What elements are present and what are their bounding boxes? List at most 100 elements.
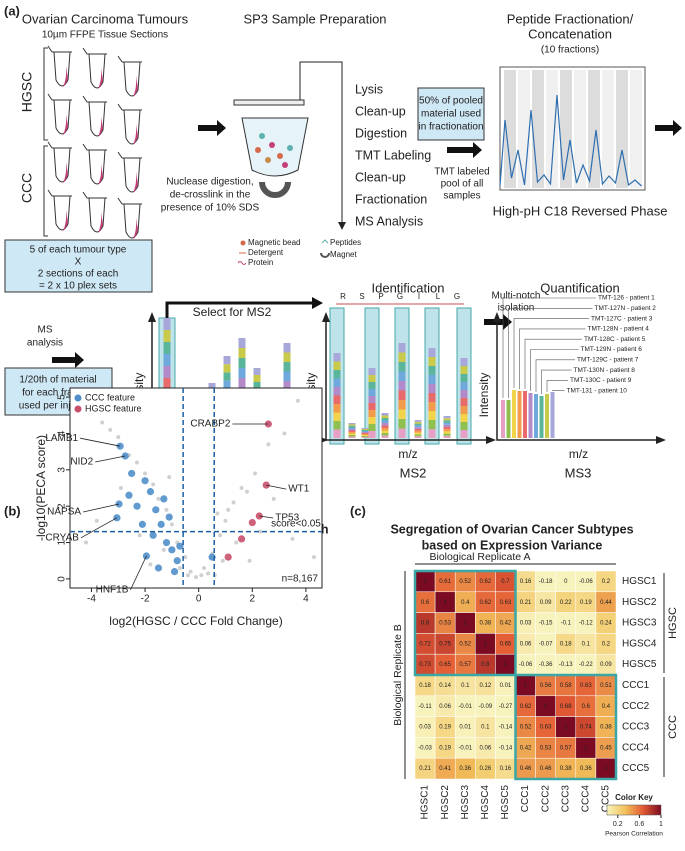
label: MS Analysis	[355, 214, 423, 228]
point	[137, 533, 142, 538]
peak-segment	[238, 368, 246, 378]
point	[215, 511, 220, 516]
legend-marker	[74, 394, 82, 402]
label: = 2 x 10 plex sets	[39, 281, 117, 292]
cell-value: 0.09	[540, 600, 552, 606]
label: (10 fractions)	[541, 45, 599, 56]
peak-segment	[361, 432, 369, 433]
peak-segment	[333, 353, 341, 362]
peak-segment	[361, 434, 369, 435]
peak-segment	[443, 416, 451, 419]
label: Pearson Correlation	[605, 831, 663, 838]
point	[118, 486, 123, 490]
leader	[95, 455, 126, 463]
reporter-ion	[501, 400, 505, 438]
row-label: HGSC4	[622, 638, 657, 649]
cell-value: 0.01	[459, 725, 471, 731]
cell-value: 0.53	[540, 745, 552, 751]
label: L	[436, 292, 441, 301]
cell-value: 1	[443, 600, 447, 606]
cell-value: 0.21	[520, 600, 532, 606]
peak-segment	[348, 423, 356, 425]
particle	[259, 133, 265, 139]
label: MS3	[565, 465, 592, 480]
label: MS2	[400, 465, 427, 480]
peak-segment	[460, 430, 468, 438]
point	[100, 420, 105, 425]
peak-segment	[443, 418, 451, 421]
label: 1/20th of material	[19, 375, 96, 386]
point	[258, 529, 263, 534]
flow-arrow	[299, 61, 343, 226]
cell-value: 1	[564, 725, 568, 731]
peak-segment	[443, 433, 451, 436]
x-axis-label: Biological Replicate A	[430, 551, 531, 563]
peak-segment	[414, 423, 422, 426]
peak-segment	[443, 435, 451, 438]
label: TMT-131 - patient 10	[567, 387, 628, 394]
leader	[541, 369, 572, 394]
peak-segment	[333, 404, 341, 413]
group-label: HGSC	[667, 607, 679, 639]
peak-segment	[163, 342, 171, 354]
cell-value: -0.03	[418, 745, 432, 751]
tube-cap	[117, 197, 142, 205]
point	[239, 486, 244, 490]
point	[164, 507, 169, 512]
cell-value: 0.2	[602, 579, 611, 585]
peak-segment	[348, 435, 356, 437]
label: R	[340, 292, 346, 301]
chart-title: Segregation of Ovarian Cancer Subtypes	[390, 522, 633, 536]
peak-segment	[443, 429, 451, 432]
lid	[233, 99, 305, 106]
tube-cap	[82, 143, 107, 151]
particle	[255, 147, 261, 153]
cell-value: -0.09	[479, 704, 493, 710]
tube-cap	[47, 45, 72, 53]
tube	[88, 149, 106, 185]
axis-label: m/z	[398, 447, 417, 461]
peak-segment	[414, 430, 422, 433]
x-tick-label: -4	[87, 594, 96, 605]
peak-segment	[361, 437, 369, 438]
particle	[265, 157, 271, 163]
cell-value: 0.8	[481, 662, 490, 668]
label: TMT Labeling	[355, 148, 431, 162]
label: TMT-129N - patient 6	[581, 346, 643, 353]
point	[156, 496, 161, 501]
tube-cap	[117, 55, 142, 63]
label: 5 of each tumour type	[30, 245, 127, 256]
tissue	[63, 66, 68, 87]
peak-segment	[361, 431, 369, 432]
peak-segment	[398, 390, 406, 400]
peak-segment	[398, 371, 406, 381]
tube	[53, 99, 71, 135]
arrow	[52, 352, 84, 368]
column-label: CCC3	[560, 785, 571, 813]
cell-value: 0.68	[560, 704, 572, 710]
tube	[123, 109, 141, 145]
label: G	[454, 292, 460, 301]
reporter-ion	[523, 391, 527, 438]
cell-value: 0.63	[580, 683, 592, 689]
peak-segment	[398, 343, 406, 353]
cell-value: 1	[544, 704, 548, 710]
peak-segment	[223, 372, 231, 381]
label: (b)	[4, 503, 21, 518]
fraction-band	[616, 70, 628, 188]
tube	[88, 197, 106, 233]
peak-segment	[428, 429, 436, 438]
cell-value: 0.12	[480, 683, 492, 689]
cell-value: 0.36	[580, 766, 592, 772]
label: 10µm FFPE Tissue Sections	[42, 30, 168, 41]
peak-segment	[460, 398, 468, 406]
particle	[277, 153, 283, 159]
label: Fractionation	[355, 192, 427, 206]
tissue	[133, 76, 138, 97]
cell-value: 0.38	[480, 621, 492, 627]
fraction-band	[602, 70, 614, 188]
x-tick-label: -2	[141, 594, 150, 605]
peak-segment	[333, 395, 341, 404]
feature-point	[162, 538, 171, 547]
peak-segment	[368, 403, 376, 410]
